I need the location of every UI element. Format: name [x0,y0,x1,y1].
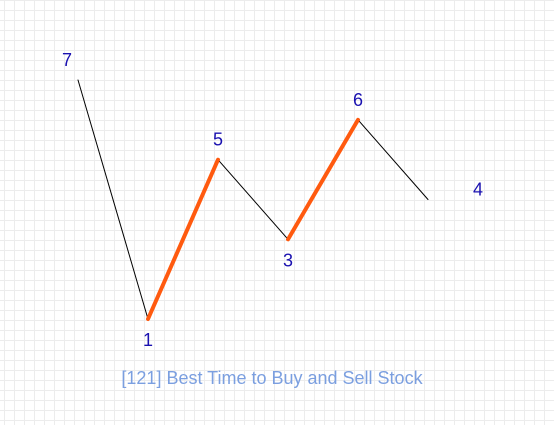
price-label-4: 6 [353,90,363,110]
price-segment-4-5 [357,119,429,200]
price-label-5: 4 [473,180,483,200]
price-segment-2-3 [217,159,289,240]
price-label-3: 3 [283,250,293,270]
price-label-2: 5 [213,130,223,150]
profit-segment-1-2 [146,157,220,321]
profit-segment-3-4 [286,117,360,242]
diagram-caption: [121] Best Time to Buy and Sell Stock [121,368,423,388]
price-label-0: 7 [62,50,72,70]
price-label-1: 1 [143,330,153,350]
price-segment-0-1 [77,79,149,320]
